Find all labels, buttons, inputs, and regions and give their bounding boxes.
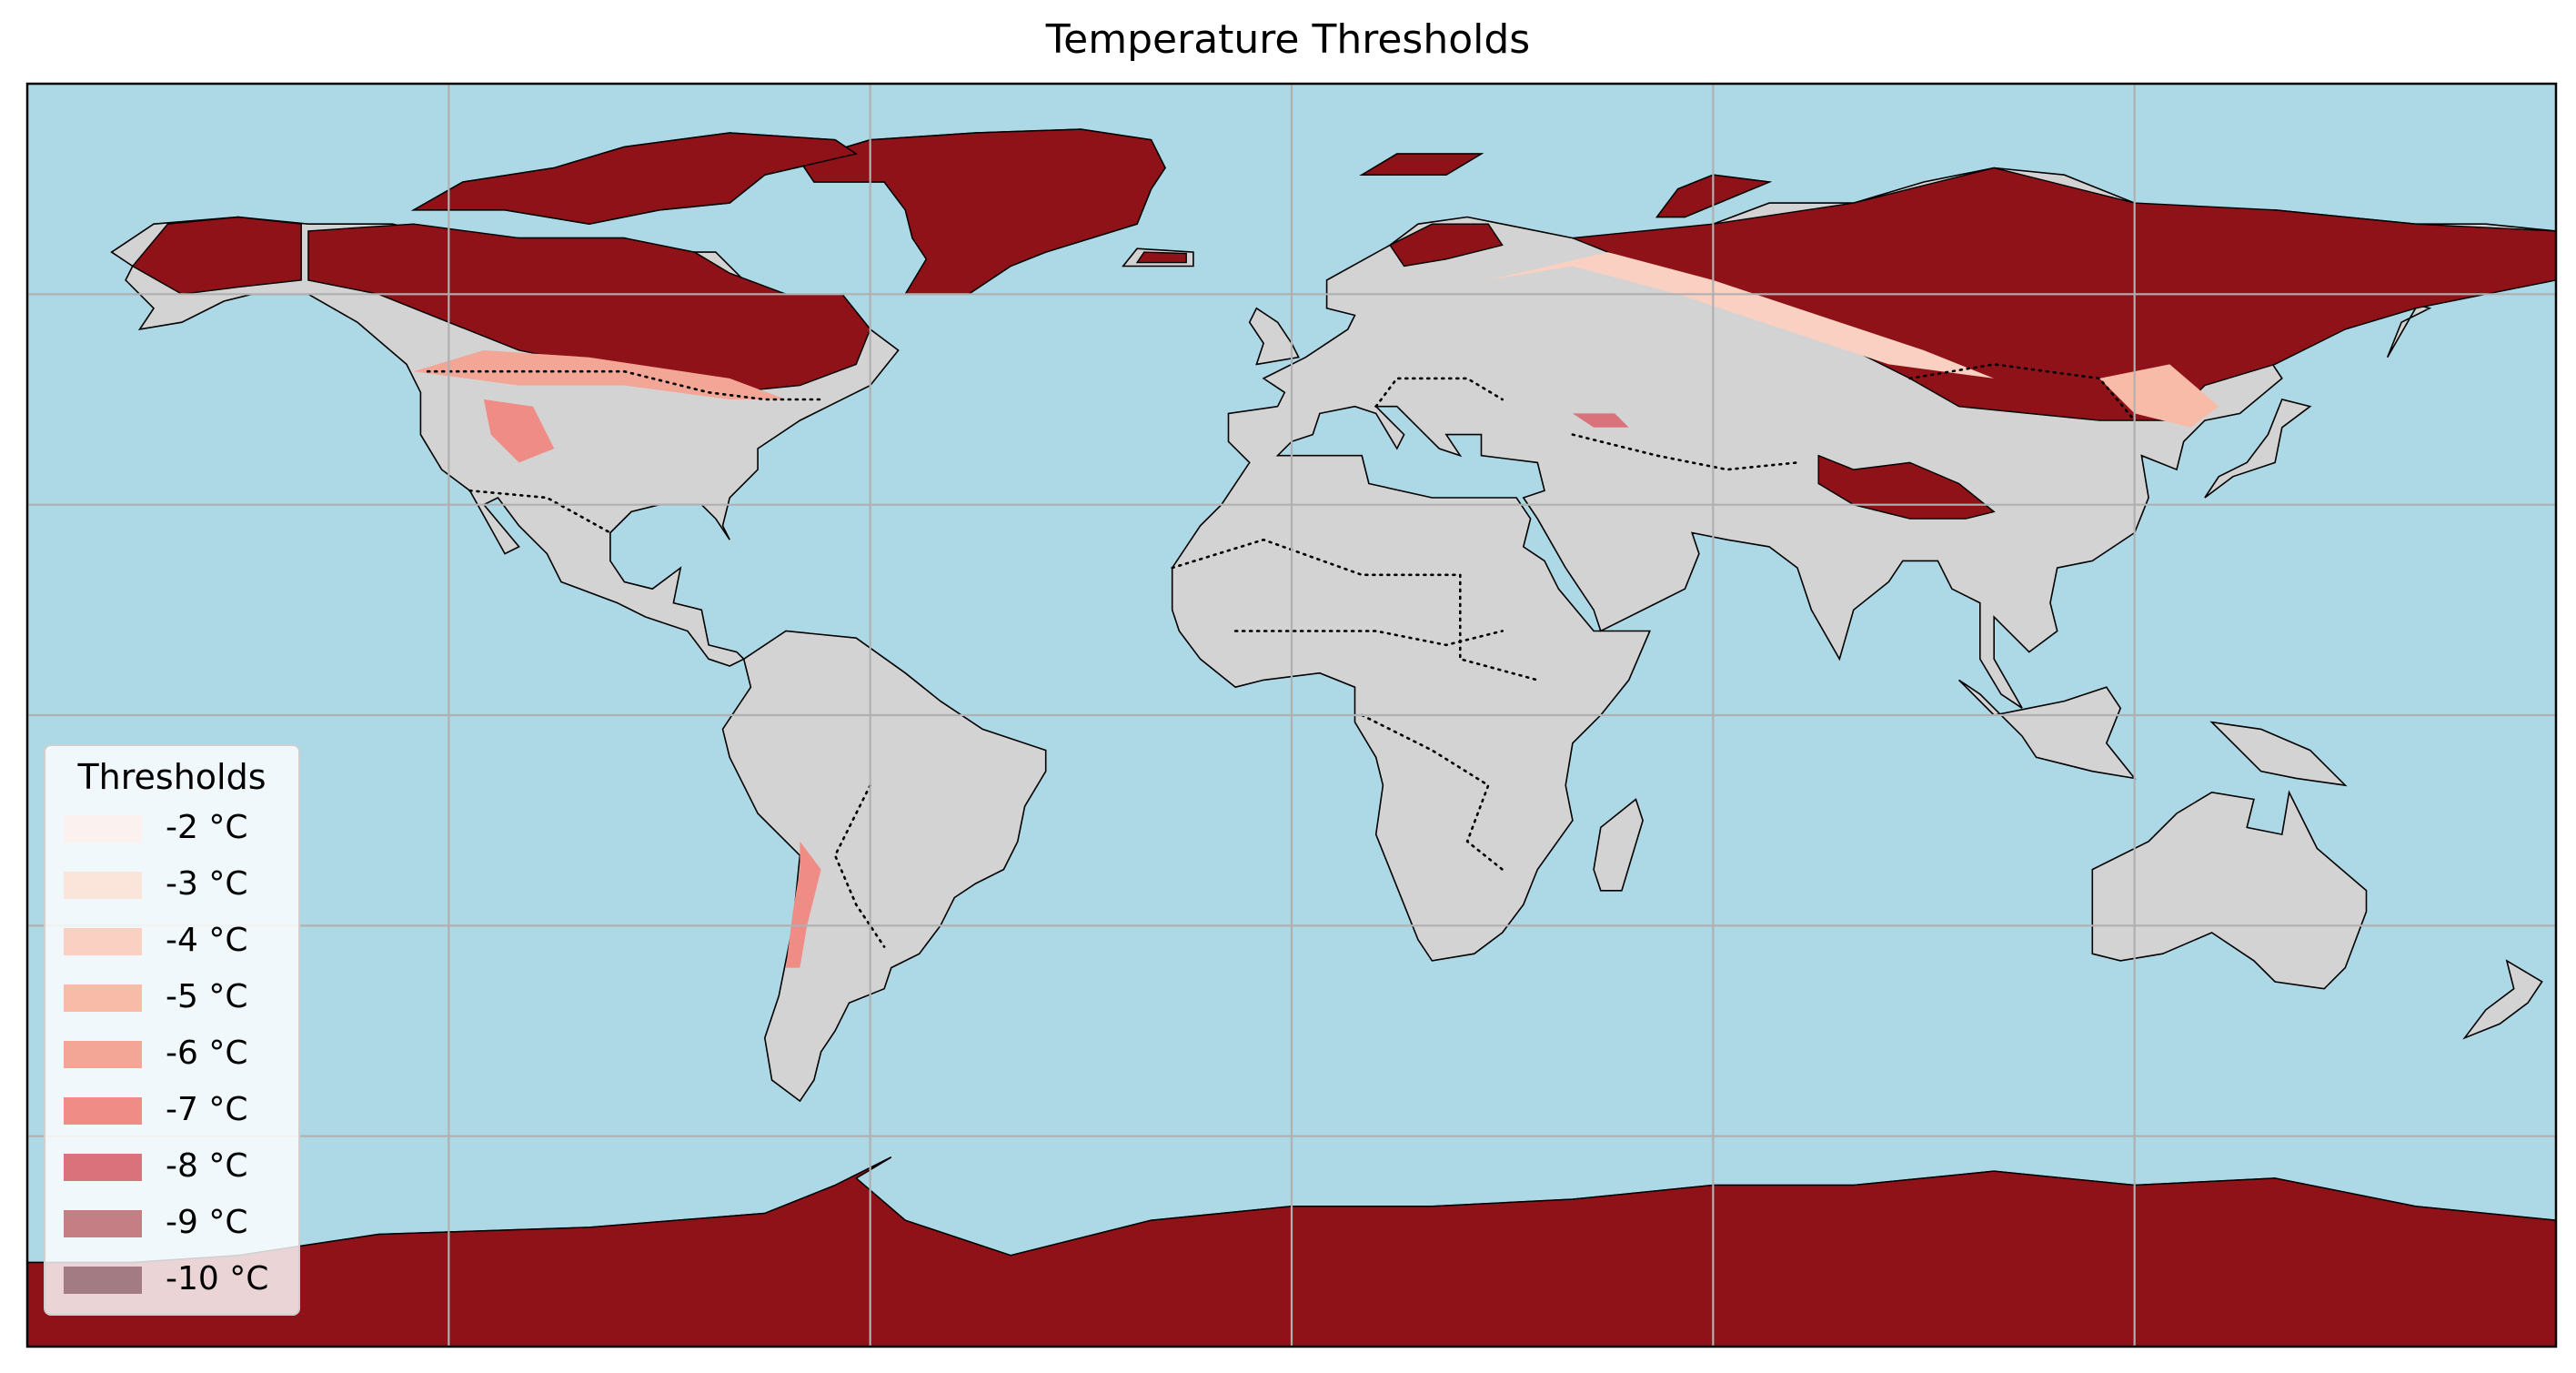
gridlines xyxy=(27,84,2556,1347)
country-borders xyxy=(426,363,2136,948)
land-australia xyxy=(2091,790,2368,990)
legend-swatch xyxy=(64,1041,142,1068)
legend-label: -7 °C xyxy=(166,1091,248,1128)
legend-label: -5 °C xyxy=(166,978,248,1015)
cold-region-scandinavia xyxy=(1389,223,1504,268)
cold-region-tibet-mongolia xyxy=(1817,454,1996,520)
legend-label: -2 °C xyxy=(166,809,248,846)
land-japan xyxy=(2204,399,2312,499)
legend-item: -3 °C xyxy=(64,866,300,903)
country-border xyxy=(1374,377,1504,408)
cold-region-alaska xyxy=(131,216,302,296)
legend-label: -10 °C xyxy=(166,1260,269,1297)
legend-item: -5 °C xyxy=(64,979,300,1015)
country-border xyxy=(1171,538,1539,681)
legend-label: -8 °C xyxy=(166,1147,248,1185)
land-new-zealand xyxy=(2462,959,2543,1040)
country-border xyxy=(1571,433,1799,471)
legend-swatch xyxy=(64,1210,142,1237)
country-border xyxy=(1908,363,2136,422)
land-madagascar xyxy=(1593,798,1644,892)
country-border xyxy=(1360,713,1504,871)
threshold-band-siberia-band xyxy=(1488,252,1995,379)
legend-label: -4 °C xyxy=(166,922,248,959)
legend-title: Thresholds xyxy=(77,757,267,797)
cold-region-arctic-islands xyxy=(411,132,858,225)
threshold-band-rockies-band xyxy=(483,399,555,463)
threshold-band-northeast-asia-band xyxy=(2099,364,2219,428)
land-south-america xyxy=(721,630,1047,1103)
country-border xyxy=(426,369,822,401)
legend-item: -10 °C xyxy=(64,1261,300,1297)
legend-label: -9 °C xyxy=(166,1204,248,1241)
country-border xyxy=(1233,630,1504,647)
legend-label: -6 °C xyxy=(166,1035,248,1072)
legend-swatch xyxy=(64,815,142,843)
threshold-band-canada-band xyxy=(413,350,786,399)
legend-swatch xyxy=(64,1154,142,1181)
legend-swatch xyxy=(64,984,142,1012)
legend-swatch xyxy=(64,1097,142,1125)
threshold-band-andes-band xyxy=(786,841,821,968)
map-frame xyxy=(25,82,2558,1348)
land-new-guinea xyxy=(2209,721,2348,787)
legend-label: -3 °C xyxy=(166,865,248,903)
legend-swatch xyxy=(64,1267,142,1294)
legend-item: -6 °C xyxy=(64,1035,300,1072)
legend-item: -9 °C xyxy=(64,1205,300,1241)
threshold-band-caucasus-band xyxy=(1572,413,1629,428)
legend-item: -4 °C xyxy=(64,923,300,959)
country-border xyxy=(468,489,612,534)
land-uk xyxy=(1248,307,1300,366)
legend-swatch xyxy=(64,928,142,955)
cold-region-svalbard xyxy=(1359,153,1484,176)
cold-region-greenland xyxy=(799,128,1166,295)
land-indonesia xyxy=(1958,679,2137,780)
legend: Thresholds -2 °C -3 °C -4 °C -5 °C -6 °C -7 °… xyxy=(44,744,300,1316)
legend-swatch xyxy=(64,872,142,899)
cold-region-iceland xyxy=(1135,251,1187,264)
legend-item: -8 °C xyxy=(64,1148,300,1185)
chart-title: Temperature Thresholds xyxy=(1045,16,1531,63)
legend-item: -2 °C xyxy=(64,810,300,846)
legend-item: -7 °C xyxy=(64,1092,300,1128)
country-border xyxy=(833,783,886,948)
